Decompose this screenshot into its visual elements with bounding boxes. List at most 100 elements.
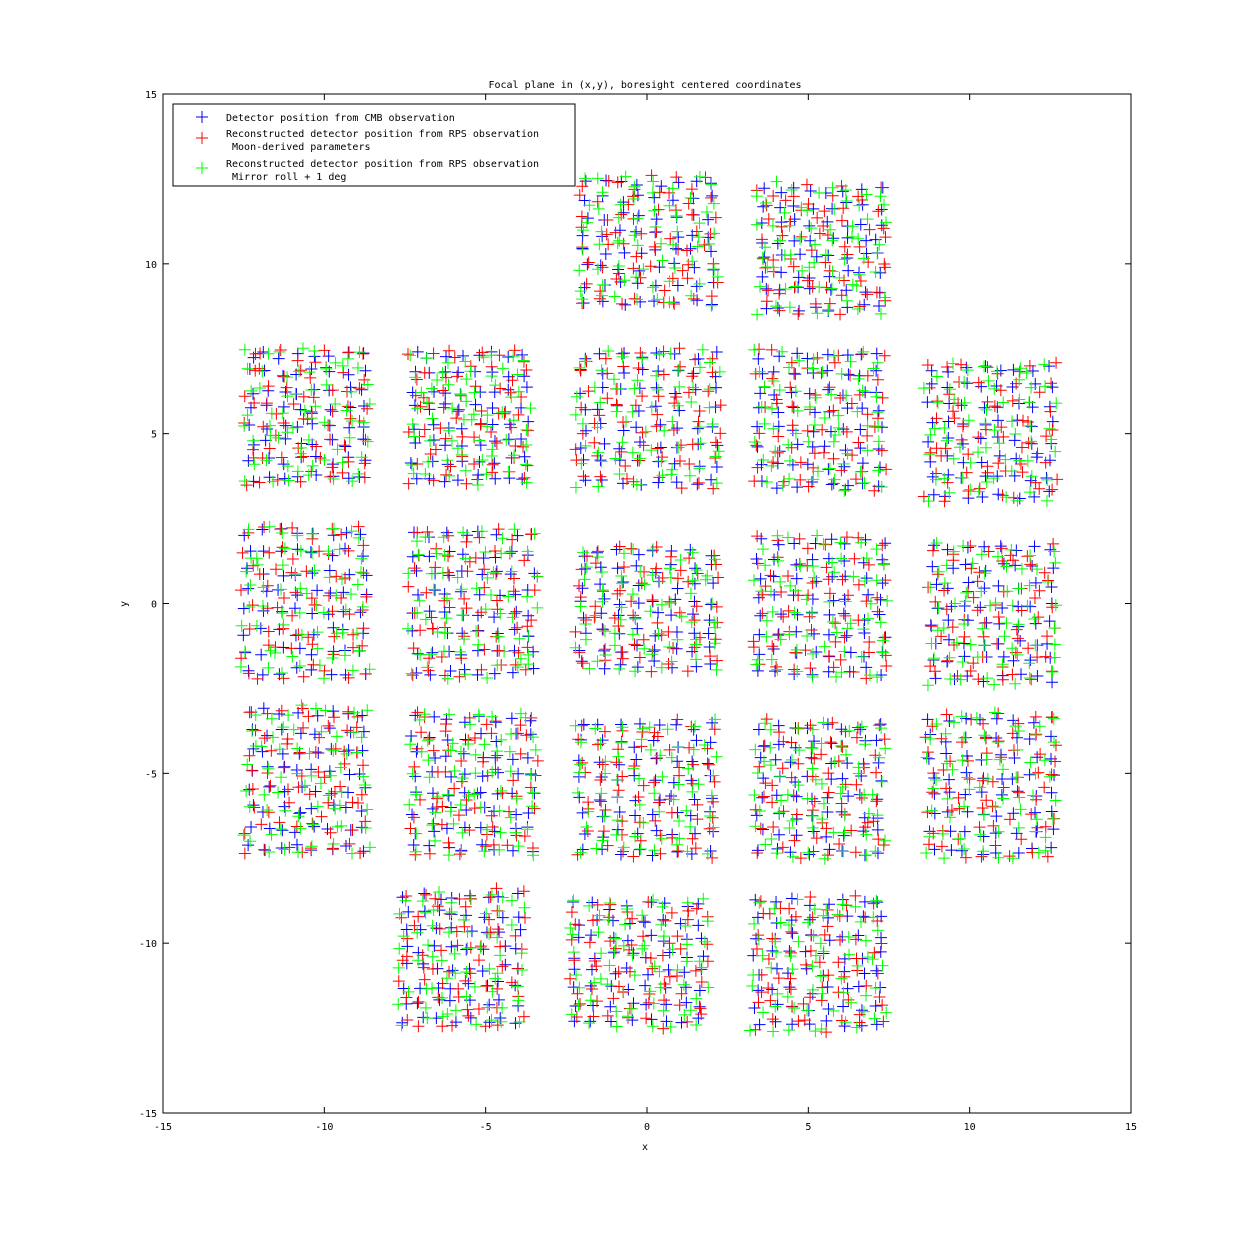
data-point: [825, 533, 838, 546]
data-point: [592, 202, 605, 215]
data-point: [803, 387, 816, 400]
data-point: [471, 787, 484, 800]
data-point: [467, 408, 480, 421]
data-point: [638, 939, 651, 952]
data-point: [705, 598, 718, 611]
data-point: [800, 593, 813, 606]
data-point: [580, 821, 593, 834]
data-point: [816, 423, 829, 436]
data-point: [443, 907, 456, 920]
data-point: [439, 387, 452, 400]
data-point: [922, 435, 935, 448]
data-point: [612, 784, 625, 797]
legend-box: [172, 103, 576, 187]
data-point: [427, 904, 440, 917]
data-point: [653, 261, 666, 274]
data-point: [413, 594, 426, 607]
data-point: [823, 587, 836, 600]
data-point: [401, 348, 414, 361]
data-point: [297, 721, 310, 734]
data-point: [673, 999, 686, 1012]
data-point: [784, 579, 797, 592]
data-point: [822, 463, 835, 476]
data-point: [693, 361, 706, 374]
data-point: [271, 473, 284, 486]
data-point: [428, 385, 441, 398]
data-point: [613, 442, 626, 455]
data-point: [757, 772, 770, 785]
data-point: [335, 819, 348, 832]
data-point: [751, 420, 764, 433]
data-point: [289, 567, 302, 580]
data-point: [462, 977, 475, 990]
data-point: [429, 561, 442, 574]
data-point: [587, 914, 600, 927]
data-point: [473, 531, 486, 544]
data-point: [860, 188, 873, 201]
data-point: [664, 571, 677, 584]
data-point: [617, 561, 630, 574]
data-point: [443, 601, 456, 614]
data-point: [455, 422, 468, 435]
data-point: [692, 415, 705, 428]
data-point: [306, 417, 319, 430]
data-point: [630, 271, 643, 284]
data-point: [262, 762, 275, 775]
data-point: [265, 712, 278, 725]
data-point: [438, 606, 451, 619]
data-point: [694, 437, 707, 450]
data-point: [839, 184, 852, 197]
data-point: [410, 472, 423, 485]
data-point: [807, 353, 820, 366]
data-point: [575, 221, 588, 234]
data-point: [825, 388, 838, 401]
data-point: [494, 826, 507, 839]
data-point: [827, 661, 840, 674]
data-point: [477, 755, 490, 768]
data-point: [704, 650, 717, 663]
data-point: [493, 804, 506, 817]
data-point: [286, 521, 299, 534]
data-point: [589, 722, 602, 735]
data-point: [840, 294, 853, 307]
data-point: [596, 758, 609, 771]
data-point: [944, 811, 957, 824]
data-point: [453, 670, 466, 683]
data-point: [339, 668, 352, 681]
data-point: [594, 737, 607, 750]
data-point: [751, 844, 764, 857]
data-point: [454, 799, 467, 812]
data-point: [1000, 617, 1013, 630]
y-tick-label: -10: [139, 939, 157, 950]
data-point: [491, 967, 504, 980]
data-point: [711, 270, 724, 283]
data-point: [430, 547, 443, 560]
data-point: [674, 360, 687, 373]
data-point: [618, 246, 631, 259]
data-point: [609, 932, 622, 945]
legend-label: Detector position from CMB observation: [226, 113, 455, 124]
data-point: [822, 249, 835, 262]
data-point: [653, 471, 666, 484]
data-point: [410, 788, 423, 801]
data-point: [687, 608, 700, 621]
data-point: [613, 540, 626, 553]
data-point: [1011, 494, 1024, 507]
data-point: [412, 995, 425, 1008]
data-point: [638, 642, 651, 655]
data-point: [633, 843, 646, 856]
data-point: [511, 887, 524, 900]
data-point: [806, 576, 819, 589]
data-point: [856, 384, 869, 397]
data-point: [869, 845, 882, 858]
data-point: [709, 713, 722, 726]
data-point: [597, 825, 610, 838]
data-point: [427, 583, 440, 596]
data-point: [708, 616, 721, 629]
data-point: [711, 439, 724, 452]
data-point: [671, 930, 684, 943]
data-point: [318, 344, 331, 357]
data-point: [663, 199, 676, 212]
data-point: [451, 571, 464, 584]
data-point: [442, 789, 455, 802]
